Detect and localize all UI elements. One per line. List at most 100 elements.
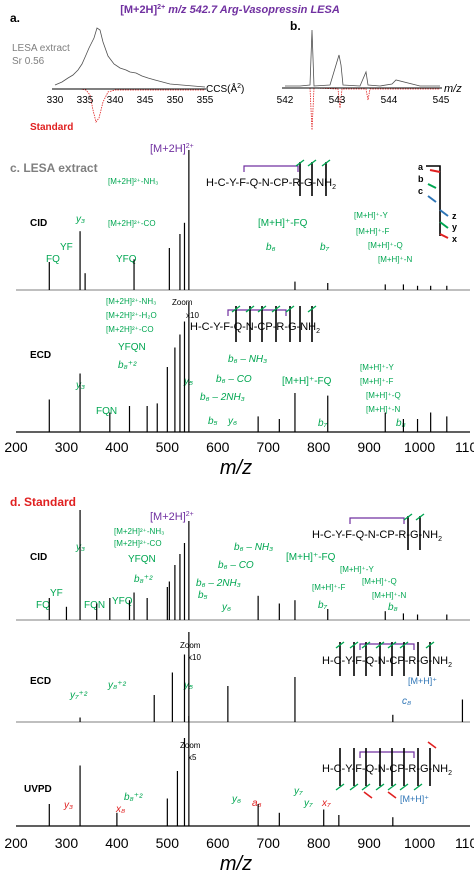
- panel-b: b. 542 543 544 545 m/z: [277, 19, 462, 131]
- panel-a-standard-trace: [55, 88, 205, 123]
- tick-340: 340: [107, 95, 124, 106]
- tick-900: 900: [357, 439, 381, 455]
- panel-d-uvpd-ion-labels: y₃ b₈⁺² x₈ y₆ a₆ y₇ y₇ x₇ [M+H]⁺: [63, 786, 429, 815]
- tick-335: 335: [77, 95, 94, 106]
- sequence-diagram-d-uvpd: H-C-Y-F-Q-N-CP-R-G-NH2: [322, 741, 452, 799]
- panel-c-ecd-label: ECD: [30, 350, 51, 361]
- tick-350: 350: [167, 95, 184, 106]
- panel-d: d. Standard [M+2H]2+ CID ECD UVPD Zoom x…: [4, 495, 474, 875]
- tick-700: 700: [257, 835, 281, 851]
- ion-co-c: [M+2H]²⁺-CO: [108, 219, 156, 228]
- panel-a: a. LESA extract Sr 0.56 Standard 330 335…: [10, 11, 244, 133]
- ion-mfq-c: [M+H]⁺-FQ: [258, 218, 308, 229]
- tick-900: 900: [357, 835, 381, 851]
- sequence-text-d-cid: H-C-Y-F-Q-N-CP-R-G-NH2: [312, 529, 442, 543]
- standard-label: Standard: [30, 122, 73, 133]
- legend-y: y: [452, 222, 457, 232]
- lesa-extract-label: LESA extract: [12, 43, 70, 54]
- ion-y3-c: y₃: [75, 214, 85, 225]
- ion-co-d: [M+2H]²⁺-CO: [114, 539, 162, 548]
- ion-b6nh3-d: b₆ – NH₃: [234, 542, 273, 553]
- ion-c8-d-ecd: c₈: [402, 696, 411, 707]
- panel-d-label: d. Standard: [10, 495, 76, 509]
- panel-c-precursor: [M+2H]2+: [150, 143, 194, 155]
- ion-y7b-d-uvpd: y₇: [303, 798, 313, 809]
- ion-mn-c: [M+H]⁺-N: [378, 255, 412, 264]
- spectrum-d-uvpd: [16, 716, 470, 827]
- panel-c: c. LESA extract [M+2H]2+ CID ECD Zoom x1…: [4, 143, 474, 479]
- ion-my-d: [M+H]⁺-Y: [340, 565, 374, 574]
- ion-mfq-d: [M+H]⁺-FQ: [286, 552, 336, 563]
- ion-b7-c: b₇: [320, 242, 330, 253]
- zoom-factor-d-ecd: x10: [188, 653, 201, 662]
- tick-800: 800: [307, 835, 331, 851]
- zoom-label-d-ecd: Zoom: [180, 641, 201, 650]
- tick-345: 345: [137, 95, 154, 106]
- tick-545: 545: [433, 95, 450, 106]
- ion-mq-c-ecd: [M+H]⁺-Q: [366, 391, 401, 400]
- ion-co-c-ecd: [M+2H]²⁺-CO: [106, 325, 154, 334]
- ion-y7-d-ecd: y₇⁺²: [69, 690, 88, 701]
- ion-b62nh3-d: b₆ – 2NH₃: [196, 578, 241, 589]
- ion-b7-c-ecd: b₇: [318, 418, 328, 429]
- ion-mn-c-ecd: [M+H]⁺-N: [366, 405, 400, 414]
- panel-b-ticks: 542 543 544 545: [277, 95, 450, 106]
- tick-543: 543: [329, 95, 346, 106]
- ion-y5-d-ecd: y₅: [183, 680, 193, 691]
- ion-y6-c: y₆: [227, 416, 237, 427]
- ion-nh3-c-ecd: [M+2H]²⁺-NH₃: [106, 297, 156, 306]
- ion-fq-c: FQ: [46, 254, 60, 265]
- panel-c-xlabel: m/z: [220, 457, 252, 479]
- panel-a-label: a.: [10, 11, 20, 25]
- ion-yf-c: YF: [60, 242, 73, 253]
- ion-y8-d-ecd: y₈⁺²: [107, 680, 126, 691]
- panel-b-standard-trace: [285, 87, 440, 131]
- tick-1100: 1100: [455, 439, 474, 455]
- ion-my-c-ecd: [M+H]⁺-Y: [360, 363, 394, 372]
- zoom-label-d-uvpd: Zoom: [180, 741, 201, 750]
- ion-nh3-c: [M+2H]²⁺-NH₃: [108, 177, 158, 186]
- ion-type-legend: a b c z y x: [418, 162, 457, 244]
- ion-my-c: [M+H]⁺-Y: [354, 211, 388, 220]
- ion-y3-d-uvpd: y₃: [63, 800, 73, 811]
- sequence-text-c-ecd: H-C-Y-F-Q-N-CP-R-G-NH2: [190, 321, 320, 335]
- sequence-text-c-cid: H-C-Y-F-Q-N-CP-R-G-NH2: [206, 177, 336, 191]
- ion-b6co-c: b₆ – CO: [216, 374, 252, 385]
- tick-600: 600: [206, 439, 230, 455]
- sr-label: Sr 0.56: [12, 56, 45, 67]
- ion-b6co-d: b₆ – CO: [218, 560, 254, 571]
- legend-z: z: [452, 211, 457, 221]
- panel-d-cid-label: CID: [30, 552, 47, 563]
- ion-b8-c: b₈⁺²: [118, 360, 137, 371]
- tick-600: 600: [206, 835, 230, 851]
- ion-b7-d: b₇: [318, 600, 328, 611]
- tick-300: 300: [55, 439, 79, 455]
- ion-a6-d-uvpd: a₆: [252, 798, 262, 809]
- panel-c-cid-ion-labels: [M+2H]²⁺-NH₃ [M+2H]²⁺-CO y₃ FQ YF YFQ [M…: [46, 177, 412, 265]
- panel-d-ticks: 200 300 400 500 600 700 800 900 1000 1100: [4, 835, 474, 851]
- panel-b-xlabel: m/z: [444, 83, 462, 95]
- ion-mq-c: [M+H]⁺-Q: [368, 241, 403, 250]
- sequence-diagram-c-cid: H-C-Y-F-Q-N-CP-R-G-NH2: [206, 159, 336, 196]
- tick-1000: 1000: [404, 439, 435, 455]
- sequence-diagram-d-cid: H-C-Y-F-Q-N-CP-R-G-NH2: [312, 513, 442, 550]
- zoom-factor-c: x10: [186, 311, 199, 320]
- ion-fqn-c: FQN: [96, 406, 117, 417]
- panel-a-extract-trace: [54, 27, 206, 88]
- tick-300: 300: [55, 835, 79, 851]
- tick-544: 544: [381, 95, 398, 106]
- panel-a-xlabel: CCS(Å2): [206, 82, 244, 95]
- tick-200: 200: [4, 439, 28, 455]
- ion-mf-c-ecd: [M+H]⁺-F: [360, 377, 393, 386]
- panel-d-precursor: [M+2H]2+: [150, 511, 194, 523]
- ion-y6-d-uvpd: y₆: [231, 794, 241, 805]
- ion-mfq-c-ecd: [M+H]⁺-FQ: [282, 376, 332, 387]
- legend-b: b: [418, 174, 424, 184]
- tick-200: 200: [4, 835, 28, 851]
- ion-y6-d: y₆: [221, 602, 231, 613]
- tick-400: 400: [105, 835, 129, 851]
- spectrum-c-cid: [16, 150, 470, 291]
- tick-700: 700: [257, 439, 281, 455]
- ion-b8b-c-ecd: b₈: [396, 418, 406, 429]
